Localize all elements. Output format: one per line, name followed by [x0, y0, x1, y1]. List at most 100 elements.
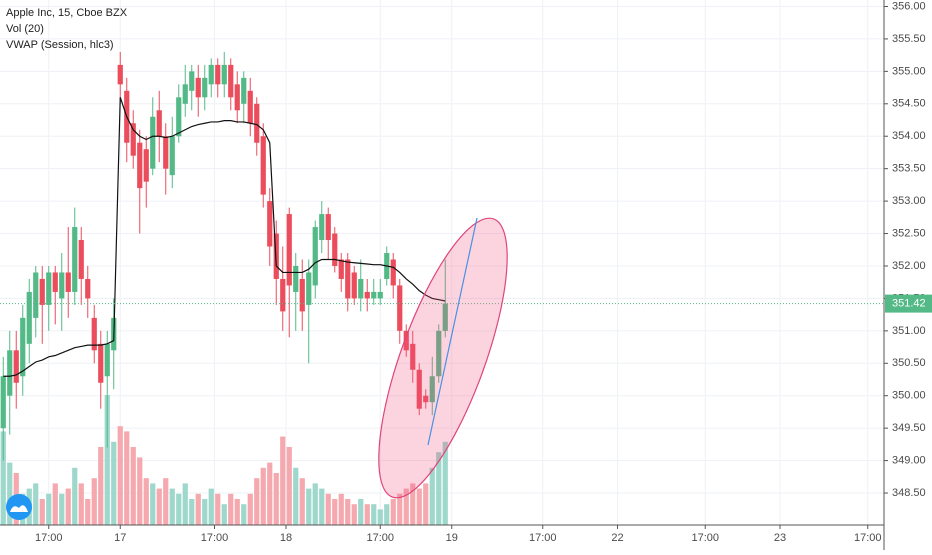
volume-bar — [429, 467, 435, 525]
candle-body — [91, 317, 97, 351]
candle-body — [33, 272, 39, 318]
candle-body — [364, 291, 370, 299]
candle-body — [0, 376, 6, 429]
logo-icon — [10, 505, 28, 512]
volume-bar — [59, 493, 65, 525]
x-tick-label: 17:00 — [691, 532, 719, 544]
candle-body — [299, 278, 305, 312]
candle-body — [137, 142, 143, 189]
candle-body — [182, 84, 188, 104]
volume-bar — [195, 493, 201, 525]
y-tick-label: 350.00 — [892, 390, 926, 402]
volume-bar — [384, 504, 390, 525]
y-tick-label: 350.50 — [892, 357, 926, 369]
volume-bar — [358, 499, 364, 525]
axes: 356.00 355.50 355.00 354.50 354.00 353.50 353.… — [35, 0, 932, 544]
volume-bar — [410, 483, 416, 525]
y-tick-label: 356.00 — [892, 0, 926, 12]
volume-bar — [169, 488, 175, 525]
candle-body — [228, 64, 234, 98]
volume-bar — [228, 493, 234, 525]
volume-bar — [33, 483, 39, 525]
volume-bar — [293, 467, 299, 525]
candle-body — [410, 343, 416, 370]
volume-bar — [254, 478, 260, 525]
x-tick-label: 19 — [446, 532, 458, 544]
volume-bar — [202, 499, 208, 525]
y-tick-label: 354.00 — [892, 130, 926, 142]
volume-bar — [364, 504, 370, 525]
x-tick-label: 17:00 — [366, 532, 394, 544]
symbol-legend[interactable]: Apple Inc, 15, Cboe BZX — [6, 7, 128, 19]
candle-body — [403, 330, 409, 351]
candle-body — [436, 330, 442, 377]
volume-bar — [403, 488, 409, 525]
y-tick-label: 352.50 — [892, 227, 926, 239]
volume-bar — [156, 488, 162, 525]
volume-bar — [371, 504, 377, 525]
volume-bar — [104, 395, 110, 525]
trend-line-drawing[interactable] — [427, 217, 478, 446]
candle-body — [338, 259, 344, 279]
volume-bar — [306, 488, 312, 525]
candle-body — [254, 103, 260, 143]
candle-body — [98, 343, 104, 383]
candle-body — [215, 64, 221, 85]
candle-layer — [0, 51, 448, 461]
candle-body — [13, 350, 19, 383]
volume-bar — [117, 426, 123, 525]
volume-bar — [137, 457, 143, 525]
volume-bar — [338, 493, 344, 525]
candle-body — [163, 136, 169, 169]
candle-body — [397, 285, 403, 331]
candle-body — [234, 84, 240, 111]
candle-body — [39, 278, 45, 305]
candle-body — [241, 77, 247, 104]
y-tick-label: 353.00 — [892, 195, 926, 207]
x-tick-label: 22 — [611, 532, 623, 544]
candle-body — [221, 64, 227, 85]
indicator-legend[interactable]: Vol (20) — [6, 23, 44, 35]
x-tick-label: 17:00 — [854, 532, 882, 544]
volume-bar — [436, 452, 442, 525]
candle-body — [351, 272, 357, 299]
volume-bar — [72, 467, 78, 525]
volume-bar — [176, 493, 182, 525]
candle-body — [156, 110, 162, 137]
volume-bar — [423, 483, 429, 525]
volume-bar — [377, 509, 383, 525]
candle-body — [306, 272, 312, 305]
volume-bar — [260, 467, 266, 525]
volume-bar — [143, 478, 149, 525]
candle-body — [286, 214, 292, 286]
volume-bar — [247, 493, 253, 525]
x-tick-label: 17:00 — [35, 532, 63, 544]
x-tick-label: 23 — [774, 532, 786, 544]
candle-body — [325, 214, 331, 241]
candle-body — [202, 77, 208, 98]
ellipse-drawing[interactable] — [353, 205, 533, 512]
volume-bar — [111, 441, 117, 525]
last-price-label: 351.42 — [892, 298, 926, 310]
logo-circle[interactable] — [6, 494, 32, 520]
candle-body — [247, 90, 253, 124]
candle-body — [260, 136, 266, 195]
volume-bar — [345, 499, 351, 525]
volume-bar — [221, 504, 227, 525]
volume-bar — [280, 436, 286, 525]
volume-bar — [273, 473, 279, 525]
candle-body — [319, 214, 325, 241]
candle-body — [78, 240, 84, 279]
candle-body — [130, 123, 136, 156]
y-tick-label: 355.50 — [892, 33, 926, 45]
volume-bar — [124, 431, 130, 525]
volume-bar — [215, 493, 221, 525]
candle-body — [150, 116, 156, 169]
indicator-legend[interactable]: VWAP (Session, hlc3) — [6, 39, 114, 51]
candle-body — [65, 272, 71, 292]
logo[interactable] — [6, 494, 32, 520]
y-tick-label: 349.50 — [892, 422, 926, 434]
candle-body — [358, 278, 364, 299]
volume-bar — [65, 488, 71, 525]
